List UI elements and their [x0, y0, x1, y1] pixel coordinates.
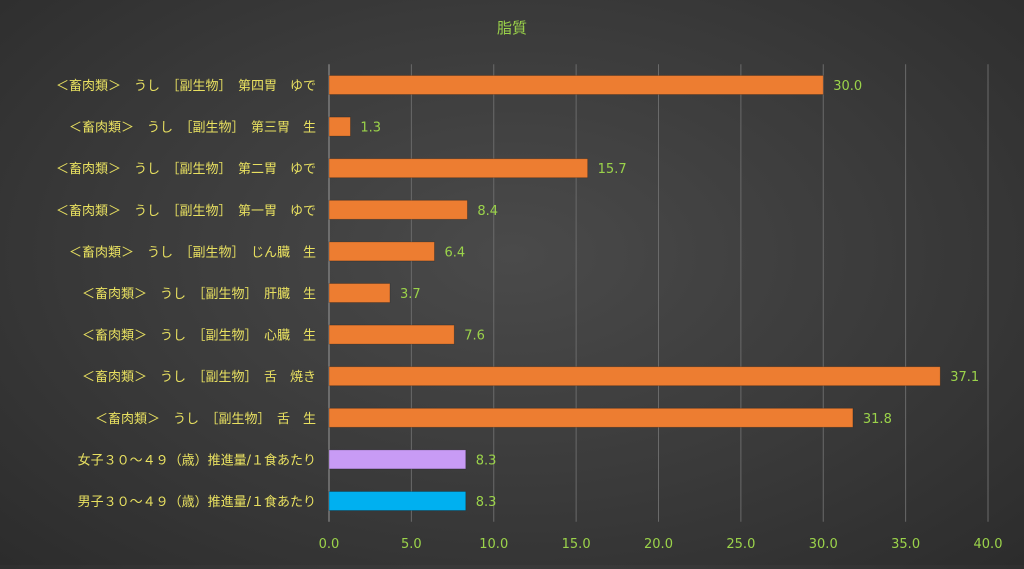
bar — [328, 199, 468, 220]
data-label: 30.0 — [833, 79, 862, 94]
data-label: 6.4 — [444, 245, 465, 260]
category-label: ＜畜肉類＞ うし ［副生物］ 第三胃 生 — [69, 120, 316, 136]
category-label: ＜畜肉類＞ うし ［副生物］ 肝臓 生 — [82, 286, 316, 302]
chart-title: 脂質 — [497, 19, 527, 37]
category-label: ＜畜肉類＞ うし ［副生物］ 舌 焼き — [82, 369, 316, 385]
x-tick-label: 35.0 — [891, 537, 920, 552]
x-tick-label: 40.0 — [974, 537, 1003, 552]
x-tick-label: 10.0 — [479, 537, 508, 552]
data-label: 15.7 — [598, 162, 627, 177]
bar — [328, 158, 589, 179]
category-label: 男子３０～４９（歳）推進量/１食あたり — [78, 494, 316, 510]
data-label: 8.3 — [476, 453, 497, 468]
data-label: 8.4 — [477, 204, 498, 219]
category-label: ＜畜肉類＞ うし ［副生物］ 第四胃 ゆで — [56, 78, 316, 94]
data-label: 31.8 — [863, 412, 892, 427]
bar — [328, 241, 435, 262]
x-tick-label: 20.0 — [644, 537, 673, 552]
bar — [328, 324, 455, 345]
category-label: ＜畜肉類＞ うし ［副生物］ 舌 生 — [95, 411, 316, 427]
x-tick-label: 15.0 — [562, 537, 591, 552]
category-label: 女子３０～４９（歳）推進量/１食あたり — [78, 452, 316, 468]
data-label: 1.3 — [360, 121, 381, 136]
x-tick-label: 25.0 — [726, 537, 755, 552]
data-label: 8.3 — [476, 495, 497, 510]
category-labels: ＜畜肉類＞ うし ［副生物］ 第四胃 ゆで ＜畜肉類＞ うし ［副生物］ 第三胃 … — [56, 78, 316, 510]
category-label: ＜畜肉類＞ うし ［副生物］ 第二胃 ゆで — [56, 161, 316, 177]
bar — [328, 75, 824, 95]
value-labels: 30.0 1.3 15.7 8.4 6.4 3.7 7.6 37.1 31.8 8.3 8.3 — [360, 79, 979, 510]
bar — [328, 366, 941, 387]
x-tick-label: 5.0 — [401, 537, 422, 552]
x-axis-ticks: 0.0 5.0 10.0 15.0 20.0 25.0 30.0 35.0 40.0 — [319, 537, 1003, 552]
bars — [328, 75, 941, 511]
data-label: 37.1 — [950, 370, 979, 385]
x-tick-label: 30.0 — [809, 537, 838, 552]
category-label: ＜畜肉類＞ うし ［副生物］ 第一胃 ゆで — [56, 203, 316, 219]
x-tick-label: 0.0 — [319, 537, 340, 552]
bar — [328, 407, 854, 428]
data-label: 7.6 — [464, 329, 485, 344]
bar — [328, 491, 467, 511]
bar — [328, 116, 351, 137]
category-label: ＜畜肉類＞ うし ［副生物］ じん臓 生 — [69, 244, 316, 260]
bar — [328, 283, 391, 303]
data-label: 3.7 — [400, 287, 421, 302]
category-label: ＜畜肉類＞ うし ［副生物］ 心臓 生 — [82, 328, 316, 344]
bar — [328, 449, 467, 470]
